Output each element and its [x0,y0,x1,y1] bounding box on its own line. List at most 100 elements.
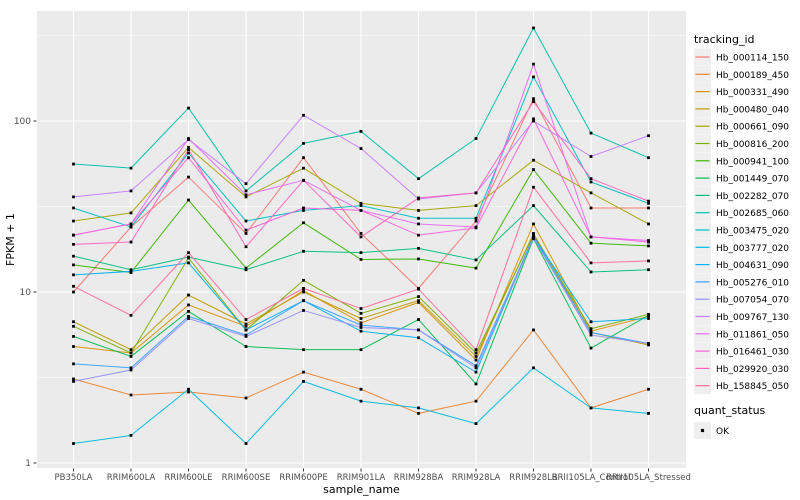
data-point [72,345,75,348]
legend-item-label: Hb_005276_010 [716,278,789,288]
data-point [417,287,420,291]
data-point [244,318,248,321]
data-point [244,228,248,232]
legend-item: Hb_000331_490 [694,83,789,101]
data-point [474,382,478,386]
x-tick-label: RRIM928LA [452,473,501,483]
data-point [589,406,593,410]
data-point [532,75,535,79]
data-point [647,412,650,415]
data-point [302,221,305,225]
data-point [302,113,305,117]
x-tick-label: RRIM928BA [394,473,444,483]
quant-legend-label: OK [716,427,730,437]
data-point [187,146,190,149]
legend-item-label: Hb_000189_450 [716,71,789,81]
data-point [302,289,305,292]
legend-item-label: Hb_158845_050 [716,382,789,392]
data-point [359,147,363,150]
data-point [417,412,420,415]
legend-item: Hb_000114_150 [694,48,789,66]
legend-item: Hb_007054_070 [694,290,789,308]
data-point [532,158,535,162]
legend-item-label: Hb_000480_040 [716,105,789,115]
data-point [647,317,650,320]
data-point [187,137,190,140]
data-point [647,239,650,242]
data-point [129,393,133,397]
data-point [589,235,593,239]
legend-item: Hb_002282_070 [694,186,789,204]
data-point [647,199,650,203]
data-point [474,358,478,362]
data-point [302,278,305,282]
legend-item: Hb_000941_100 [694,152,789,170]
data-point [302,309,305,312]
data-point [244,396,248,400]
legend-item: Hb_011861_050 [694,325,789,343]
legend-item-label: Hb_000816_200 [716,140,789,150]
data-point [72,320,75,324]
data-point [589,131,593,135]
data-point [302,141,305,145]
data-point [72,233,75,237]
data-point [244,232,248,235]
data-point [187,255,190,259]
data-point [532,366,535,370]
data-point [302,166,305,170]
data-point [647,343,650,347]
legend-item: Hb_000816_200 [694,135,789,152]
x-tick-label: RRIM901LA [337,473,386,483]
data-point [359,204,363,208]
data-point [359,317,363,320]
data-point [72,263,75,267]
data-point [359,307,363,310]
data-point [72,442,75,445]
data-point [474,364,478,368]
data-point [417,318,420,321]
data-point [72,273,75,277]
data-point [359,387,363,391]
data-point [647,240,650,244]
data-point [129,313,133,317]
legend-item: Hb_000480_040 [694,100,789,118]
data-point [417,216,420,220]
legend-item-label: Hb_003777_020 [716,244,789,254]
data-point [647,222,650,226]
y-tick-label: 10 [20,288,32,298]
data-point [532,204,535,208]
legend-item: Hb_001449_070 [694,169,789,187]
data-point [417,295,420,298]
data-point [417,406,420,410]
data-point [647,201,650,205]
y-tick-label: 100 [14,117,31,127]
x-tick-label: PB350LA [55,473,93,483]
data-point [532,62,535,66]
data-point [417,257,420,261]
data-point [589,191,593,195]
data-point [474,191,478,195]
data-point [589,177,593,181]
data-point [244,328,248,332]
data-point [72,380,75,383]
data-point [129,355,133,358]
ok-marker [700,428,705,433]
legend-item: Hb_009767_130 [694,308,789,325]
legend-item-label: Hb_029920_030 [716,365,789,375]
data-point [532,117,535,121]
data-point [647,259,650,263]
data-point [474,355,478,358]
quant-legend-item: OK [694,422,730,439]
data-point [72,324,75,328]
y-axis-title: FPKM + 1 [4,213,17,266]
data-point [532,97,535,101]
data-point [72,206,75,210]
data-point [417,177,420,181]
data-point [647,268,650,272]
data-point [532,100,535,103]
data-point [532,233,535,237]
data-point [129,269,133,273]
data-point [532,168,535,171]
data-point [187,303,190,307]
